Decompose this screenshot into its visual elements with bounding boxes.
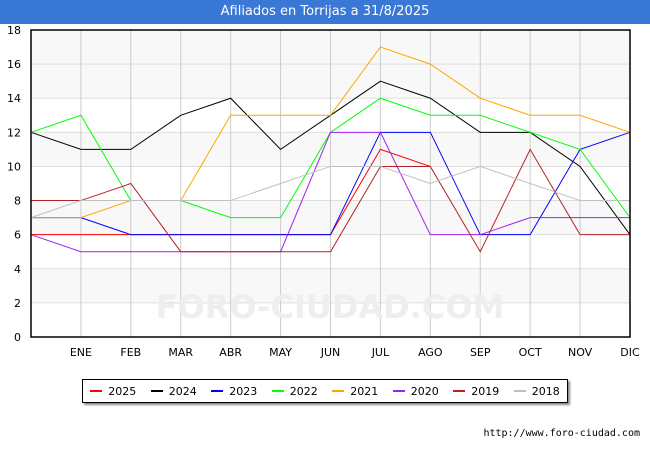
- chart-title: Afiliados en Torrijas a 31/8/2025: [0, 0, 650, 24]
- legend-label: 2021: [350, 384, 379, 398]
- legend-swatch: [150, 390, 163, 392]
- x-tick-label: FEB: [120, 346, 141, 359]
- legend-item-2025: 2025: [90, 385, 136, 398]
- y-tick-label: 16: [7, 58, 21, 71]
- legend-label: 2018: [531, 384, 560, 398]
- source-url[interactable]: http://www.foro-ciudad.com: [483, 428, 640, 439]
- y-tick-label: 12: [7, 126, 21, 139]
- legend-label: 2023: [229, 384, 258, 398]
- legend: 2025 2024 2023 2022 2021 2020 2019 2018: [82, 379, 568, 403]
- x-tick-label: ENE: [70, 346, 92, 359]
- y-tick-label: 4: [14, 263, 21, 276]
- y-tick-label: 0: [14, 331, 21, 344]
- legend-swatch: [513, 390, 526, 392]
- x-tick-label: JUL: [371, 346, 390, 359]
- x-tick-label: MAR: [168, 346, 193, 359]
- legend-label: 2022: [289, 384, 318, 398]
- x-tick-label: OCT: [519, 346, 542, 359]
- legend-label: 2020: [410, 384, 439, 398]
- legend-item-2023: 2023: [211, 385, 257, 398]
- legend-label: 2025: [108, 384, 137, 398]
- legend-label: 2019: [471, 384, 500, 398]
- series-line-2023: [31, 131, 631, 236]
- legend-swatch: [90, 390, 103, 392]
- legend-swatch: [271, 390, 284, 392]
- x-tick-label: SEP: [470, 346, 491, 359]
- legend-item-2021: 2021: [332, 385, 378, 398]
- legend-swatch: [392, 390, 405, 392]
- line-chart: 0 2 4 6 8 10 12 14 16 18 ENE FEB MAR ABR MAY JUN JUL AGO S…: [7, 24, 640, 359]
- legend-item-2022: 2022: [271, 384, 318, 398]
- legend-swatch: [453, 390, 466, 392]
- legend-swatch: [211, 390, 224, 392]
- x-tick-label: ABR: [219, 346, 242, 359]
- watermark: FORO-CIUDAD.COM: [156, 288, 505, 326]
- y-tick-label: 8: [14, 195, 21, 208]
- x-tick-label: JUN: [320, 346, 341, 359]
- series-line-2018: [30, 165, 630, 219]
- x-tick-label: DIC: [620, 346, 640, 359]
- plot-border: [30, 29, 631, 338]
- legend-item-2019: 2019: [453, 385, 499, 398]
- y-tick-label: 18: [7, 24, 21, 37]
- series-line-2020: [30, 131, 630, 253]
- legend-item-2024: 2024: [150, 384, 197, 398]
- x-tick-label: MAY: [269, 346, 292, 359]
- y-tick-label: 10: [7, 160, 21, 173]
- x-tick-label: AGO: [418, 346, 443, 359]
- legend-item-2018: 2018: [513, 384, 560, 398]
- y-tick-label: 6: [14, 229, 21, 242]
- legend-swatch: [332, 390, 345, 392]
- series-line-2019: [31, 148, 630, 253]
- legend-label: 2024: [168, 384, 197, 398]
- y-tick-label: 2: [14, 297, 21, 310]
- x-tick-label: NOV: [568, 346, 593, 359]
- legend-item-2020: 2020: [392, 384, 439, 398]
- y-tick-label: 14: [7, 92, 21, 105]
